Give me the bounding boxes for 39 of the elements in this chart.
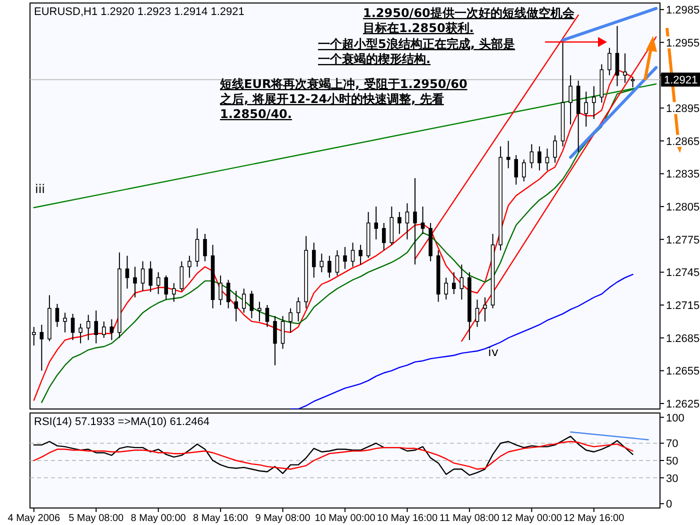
annotation: 之后, 将展开12-24小时的快速调整, 先看 — [219, 92, 444, 106]
y-tick-label: 1.2895 — [666, 103, 700, 116]
annotation: 1.2850/40. — [220, 107, 292, 121]
chart-title: RSI(14) 57.1933 =>MA(10) 61.2464 — [34, 416, 210, 428]
annotation: 目标在1.2850获利. — [363, 21, 474, 35]
y-tick-label: 1.2985 — [666, 4, 700, 17]
x-tick-label: 12 May 00:00 — [501, 513, 562, 524]
annotation: 短线EUR将再次衰竭上冲, 受阻于1.2950/60 — [219, 77, 468, 91]
x-tick-label: 8 May 16:00 — [193, 513, 249, 524]
y-tick-label: 50 — [666, 456, 678, 468]
y-tick-label: 1.2745 — [666, 267, 700, 280]
y-tick-label: 1.2625 — [666, 398, 700, 411]
ref-line-label: 1.2921 — [664, 74, 698, 87]
annotation: iii — [35, 182, 46, 196]
annotation: 一个超小型5浪结构正在完成, 头部是 — [318, 37, 516, 51]
x-tick-label: 11 May 08:00 — [440, 513, 500, 524]
annotation: 1.2950/60提供一次好的短线做空机会 — [363, 6, 576, 20]
x-tick-label: 10 May 16:00 — [376, 513, 438, 524]
y-tick-label: 1.2865 — [666, 136, 700, 148]
y-tick-label: 1.2955 — [666, 37, 700, 50]
x-tick-label: 12 May 16:00 — [564, 513, 625, 524]
annotation: iv — [488, 345, 498, 359]
y-tick-label: 30 — [666, 472, 678, 485]
x-tick-label: 5 May 08:00 — [68, 513, 124, 524]
y-tick-label: 1.2715 — [666, 300, 700, 312]
y-tick-label: 1.2655 — [666, 366, 700, 378]
y-tick-label: 0 — [666, 498, 672, 511]
x-tick-label: 10 May 00:00 — [314, 513, 376, 524]
y-tick-label: 70 — [666, 438, 678, 450]
x-tick-label: 4 May 2006 — [8, 513, 60, 524]
x-tick-label: 8 May 00:00 — [130, 513, 186, 524]
y-tick-label: 100 — [666, 412, 684, 424]
y-tick-label: 1.2775 — [666, 234, 700, 246]
x-tick-label: 9 May 08:00 — [255, 513, 311, 524]
y-tick-label: 1.2805 — [666, 202, 700, 214]
y-tick-label: 1.2685 — [666, 332, 700, 345]
annotation: 一个衰竭的楔形结构. — [318, 52, 431, 66]
chart-title: EURUSD,H1 1.2920 1.2923 1.2914 1.2921 — [34, 6, 244, 18]
y-tick-label: 1.2835 — [666, 168, 700, 181]
